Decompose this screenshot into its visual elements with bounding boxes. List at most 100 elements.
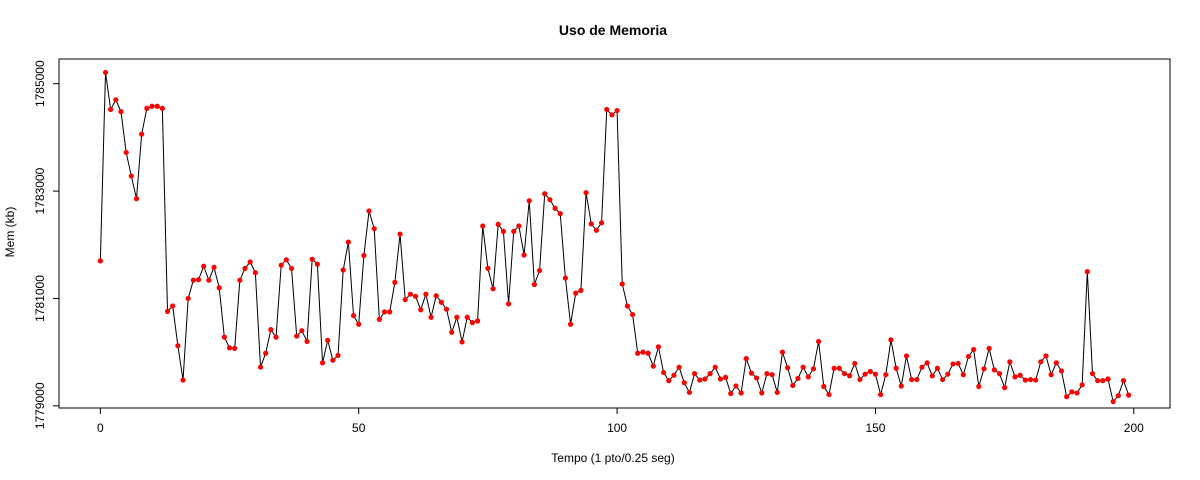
data-point [102,69,109,76]
data-point [1084,269,1090,275]
data-point [624,303,631,309]
data-point [738,390,744,396]
data-point [371,226,377,232]
data-point [1079,382,1085,388]
data-point [485,265,491,271]
data-point [283,257,289,263]
data-point [164,308,171,314]
data-point [133,196,140,202]
data-point [754,375,760,381]
data-point [433,293,439,299]
data-point [588,221,594,227]
data-point [774,389,780,396]
data-point [671,372,677,378]
data-point [542,191,548,197]
data-point [748,370,755,376]
data-point [423,291,429,297]
data-point [206,277,212,283]
data-point [629,311,636,318]
data-point [795,375,801,382]
data-point [381,309,388,315]
data-point [438,299,444,305]
data-point [810,366,817,372]
y-tick-label: 1783000 [33,167,47,214]
data-point [263,350,269,356]
data-point [914,376,920,383]
data-point [118,109,124,115]
data-point [387,309,393,315]
memory-series-line [99,72,1130,403]
data-point [325,337,331,343]
data-point [459,339,465,345]
data-point [1064,394,1070,400]
data-point [821,383,827,390]
data-point [919,364,925,370]
data-point [785,365,791,371]
data-point [635,350,641,356]
data-point [428,314,434,320]
data-point [185,295,191,302]
data-point [1089,371,1096,377]
data-point [257,364,264,370]
data-point [154,103,160,109]
data-point [536,267,543,274]
data-point [759,390,765,396]
data-point [1033,377,1039,383]
y-tick-label: 1781000 [33,275,47,322]
data-point [216,285,222,291]
data-point [909,376,915,383]
data-point [640,349,646,355]
data-point [480,223,486,229]
data-point [123,149,129,156]
data-point [304,338,310,345]
data-point [335,352,341,358]
x-tick-label: 0 [97,421,104,435]
data-point [583,190,589,196]
plot-frame [58,58,1171,409]
data-point [1012,374,1018,380]
data-point [996,371,1003,377]
data-point [201,263,207,269]
data-point [237,277,243,283]
data-point [319,360,326,366]
data-point [593,227,600,233]
data-point [867,368,873,375]
data-point [986,345,992,351]
data-point [976,383,982,390]
data-point [1095,378,1101,384]
data-point [226,345,233,351]
x-axis: 0 50 100 150 200 [97,408,1144,435]
data-point [841,371,848,377]
data-point [733,383,739,389]
data-point [805,374,811,380]
x-tick-label: 200 [1124,421,1144,435]
x-tick-label: 50 [352,421,366,435]
data-point [1022,377,1028,383]
data-point [1115,393,1121,399]
data-point [345,239,351,245]
data-point [469,320,475,326]
data-point [692,371,698,377]
data-point [1038,359,1044,365]
data-point [402,296,408,303]
data-point [872,371,879,377]
data-point [790,382,796,389]
data-point [800,364,806,370]
data-point [190,277,196,283]
data-point [971,346,977,353]
data-point [113,97,119,103]
data-point [1069,389,1075,395]
data-point [474,318,481,324]
data-point [521,252,527,258]
data-point [903,353,910,359]
data-point [294,333,300,339]
data-point [893,365,899,371]
data-point [609,112,615,118]
data-point [567,321,574,327]
data-point [397,231,403,237]
data-point [376,316,382,323]
data-point [924,360,930,366]
data-point [1110,398,1116,405]
y-tick-label: 1785000 [33,60,47,107]
data-point [149,103,155,109]
